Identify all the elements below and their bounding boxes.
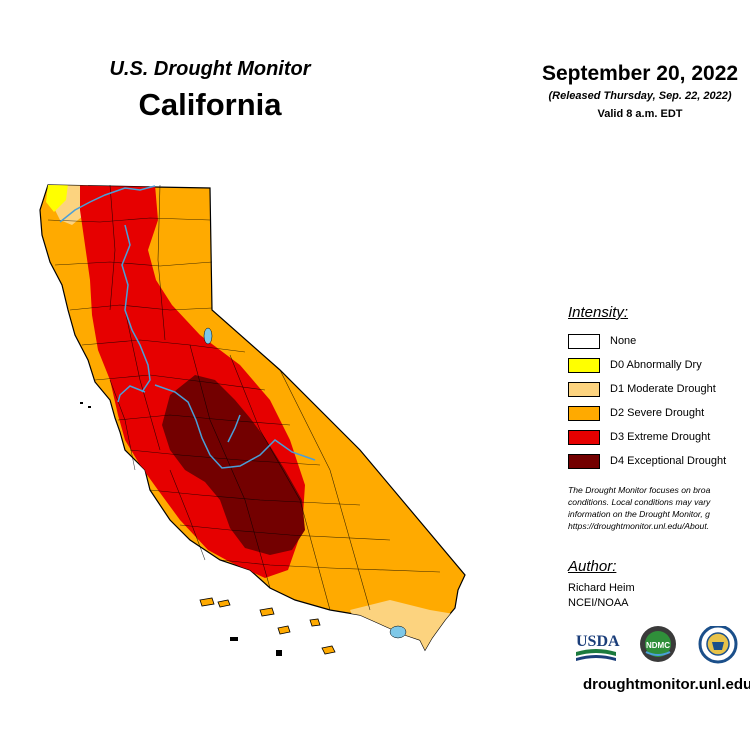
legend-swatch xyxy=(568,381,600,397)
author-title: Author: xyxy=(568,558,617,575)
drought-monitor-note: The Drought Monitor focuses on broa cond… xyxy=(568,484,750,532)
usda-logo-text: USDA xyxy=(576,633,620,650)
author-name: Richard Heim xyxy=(568,582,635,594)
release-date: (Released Thursday, Sep. 22, 2022) xyxy=(548,90,732,102)
legend-swatch xyxy=(568,453,600,469)
legend-label: D3 Extreme Drought xyxy=(610,431,711,443)
legend-item: D2 Severe Drought xyxy=(568,401,750,425)
d0-region xyxy=(46,185,68,212)
note-line: conditions. Local conditions may vary xyxy=(568,497,711,507)
ndmc-logo-text: NDMC xyxy=(646,641,670,650)
california-drought-map xyxy=(39,184,466,656)
legend-items: None D0 Abnormally Dry D1 Moderate Drought… xyxy=(568,329,750,473)
website-link[interactable]: droughtmonitor.unl.edu xyxy=(583,676,750,693)
legend-label: None xyxy=(610,335,637,347)
legend-swatch xyxy=(568,357,600,373)
header-right: September 20, 2022 (Released Thursday, S… xyxy=(520,62,750,120)
map-date: September 20, 2022 xyxy=(541,62,739,85)
legend-swatch xyxy=(568,405,600,421)
header-left: U.S. Drought Monitor California xyxy=(60,58,360,123)
noaa-commerce-seal xyxy=(698,626,738,664)
note-line: information on the Drought Monitor, g xyxy=(568,509,710,519)
legend-label: D1 Moderate Drought xyxy=(610,383,716,395)
d4-region xyxy=(162,375,305,555)
legend-label: D0 Abnormally Dry xyxy=(610,359,702,371)
legend-swatch xyxy=(568,333,600,349)
ndmc-logo: NDMC xyxy=(640,626,676,662)
legend-title: Intensity: xyxy=(568,304,629,321)
rivers xyxy=(59,185,316,469)
state-title: California xyxy=(138,87,282,122)
legend-item: D3 Extreme Drought xyxy=(568,425,750,449)
monitor-title: U.S. Drought Monitor xyxy=(109,58,311,80)
legend-label: D4 Exceptional Drought xyxy=(610,455,727,467)
legend-item: D0 Abnormally Dry xyxy=(568,353,750,377)
legend-item: None xyxy=(568,329,750,353)
channel-islands xyxy=(199,597,336,655)
legend: Intensity: None D0 Abnormally Dry D1 Moder… xyxy=(568,304,750,473)
partner-logos: USDA NDMC xyxy=(576,626,738,664)
note-line: The Drought Monitor focuses on broa xyxy=(568,485,711,495)
legend-item: D4 Exceptional Drought xyxy=(568,449,750,473)
legend-swatch xyxy=(568,429,600,445)
author-block: Author: Richard Heim NCEI/NOAA xyxy=(568,558,748,611)
legend-label: D2 Severe Drought xyxy=(610,407,705,419)
note-link[interactable]: https://droughtmonitor.unl.edu/About. xyxy=(568,521,710,531)
offshore-rocks xyxy=(80,402,282,656)
legend-item: D1 Moderate Drought xyxy=(568,377,750,401)
valid-time: Valid 8 a.m. EDT xyxy=(597,108,683,120)
lakes xyxy=(203,327,407,639)
usda-logo: USDA xyxy=(576,633,620,661)
author-org: NCEI/NOAA xyxy=(568,597,629,609)
county-boundaries xyxy=(47,184,441,611)
